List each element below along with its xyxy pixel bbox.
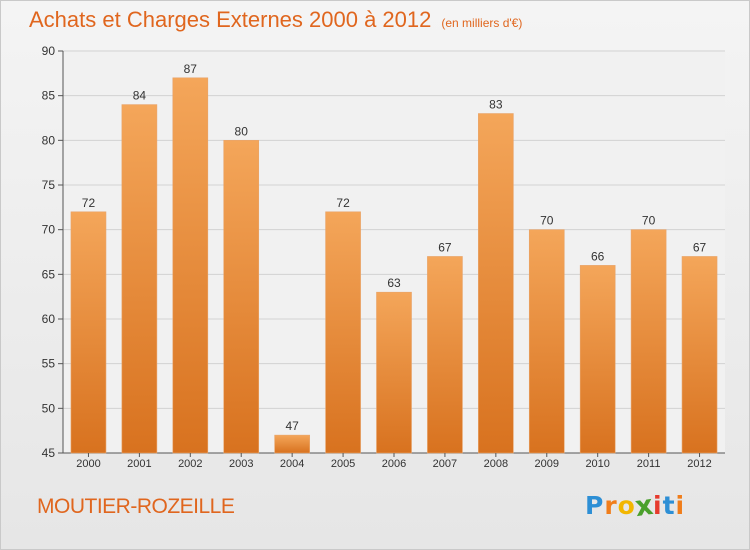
x-tick-label: 2008: [484, 458, 508, 470]
y-tick-label: 60: [42, 312, 56, 326]
bar-value-label: 87: [184, 62, 198, 76]
y-tick-label: 45: [42, 446, 56, 460]
bar-value-label: 84: [133, 89, 147, 103]
y-tick-label: 70: [42, 223, 56, 237]
bar-value-label: 83: [489, 98, 503, 112]
logo-letter: r: [604, 491, 618, 520]
bar-value-label: 80: [235, 124, 249, 138]
logo-letter: o: [617, 491, 636, 520]
bar-value-label: 67: [693, 240, 707, 254]
bar: [325, 211, 361, 454]
bar: [376, 291, 412, 454]
bar-value-label: 67: [438, 240, 452, 254]
y-tick-label: 50: [42, 401, 56, 415]
x-tick-label: 2001: [127, 458, 151, 470]
x-tick-label: 2010: [585, 458, 609, 470]
y-tick-label: 90: [42, 44, 56, 58]
commune-name: MOUTIER-ROZEILLE: [37, 495, 235, 518]
bar: [70, 211, 107, 454]
logo-letter: t: [662, 491, 676, 520]
x-tick-label: 2005: [331, 458, 355, 470]
x-tick-label: 2004: [280, 458, 304, 470]
bar: [478, 113, 514, 454]
bar-value-label: 70: [642, 214, 656, 228]
y-tick-label: 55: [42, 357, 56, 371]
bar: [121, 104, 158, 454]
bar: [681, 256, 718, 454]
bar: [579, 265, 616, 454]
proxiti-logo: Proxiti: [585, 488, 686, 523]
y-tick-label: 75: [42, 178, 56, 192]
y-tick-label: 80: [42, 133, 56, 147]
bar-value-label: 72: [82, 196, 96, 210]
x-tick-label: 2003: [229, 458, 253, 470]
chart-title-unit: (en milliers d'€): [441, 16, 523, 30]
logo-letter: P: [585, 491, 605, 520]
x-tick-label: 2007: [433, 458, 457, 470]
bar-value-label: 72: [336, 196, 350, 210]
x-axis: 2000 2001 2002 2003 2004 2005 2006 2007 2008 2009…: [76, 453, 712, 470]
bar: [528, 229, 565, 454]
x-tick-label: 2011: [637, 458, 661, 470]
bar: [274, 434, 310, 454]
bar-value-label: 66: [591, 249, 605, 263]
x-tick-label: 2009: [535, 458, 559, 470]
logo-letter: i: [675, 491, 686, 520]
x-tick-label: 2006: [382, 458, 406, 470]
y-tick-label: 85: [42, 89, 56, 103]
bar: [223, 140, 260, 454]
bars: 72 84 87 80 47 72 63 67 83 70 66 70 67: [70, 62, 718, 454]
x-tick-label: 2012: [687, 458, 711, 470]
y-tick-label: 65: [42, 267, 56, 281]
bar-value-label: 47: [285, 419, 299, 433]
chart-title: Achats et Charges Externes 2000 à 2012 (e…: [29, 7, 522, 33]
bar-value-label: 70: [540, 214, 554, 228]
bar-value-label: 63: [387, 276, 401, 290]
logo-letter: x: [632, 488, 656, 523]
bar: [630, 229, 667, 454]
x-tick-label: 2000: [76, 458, 100, 470]
x-tick-label: 2002: [178, 458, 202, 470]
logo-letter: i: [653, 491, 663, 520]
bar: [427, 256, 463, 454]
bar: [172, 77, 209, 454]
chart-title-main: Achats et Charges Externes 2000 à 2012: [29, 7, 432, 32]
